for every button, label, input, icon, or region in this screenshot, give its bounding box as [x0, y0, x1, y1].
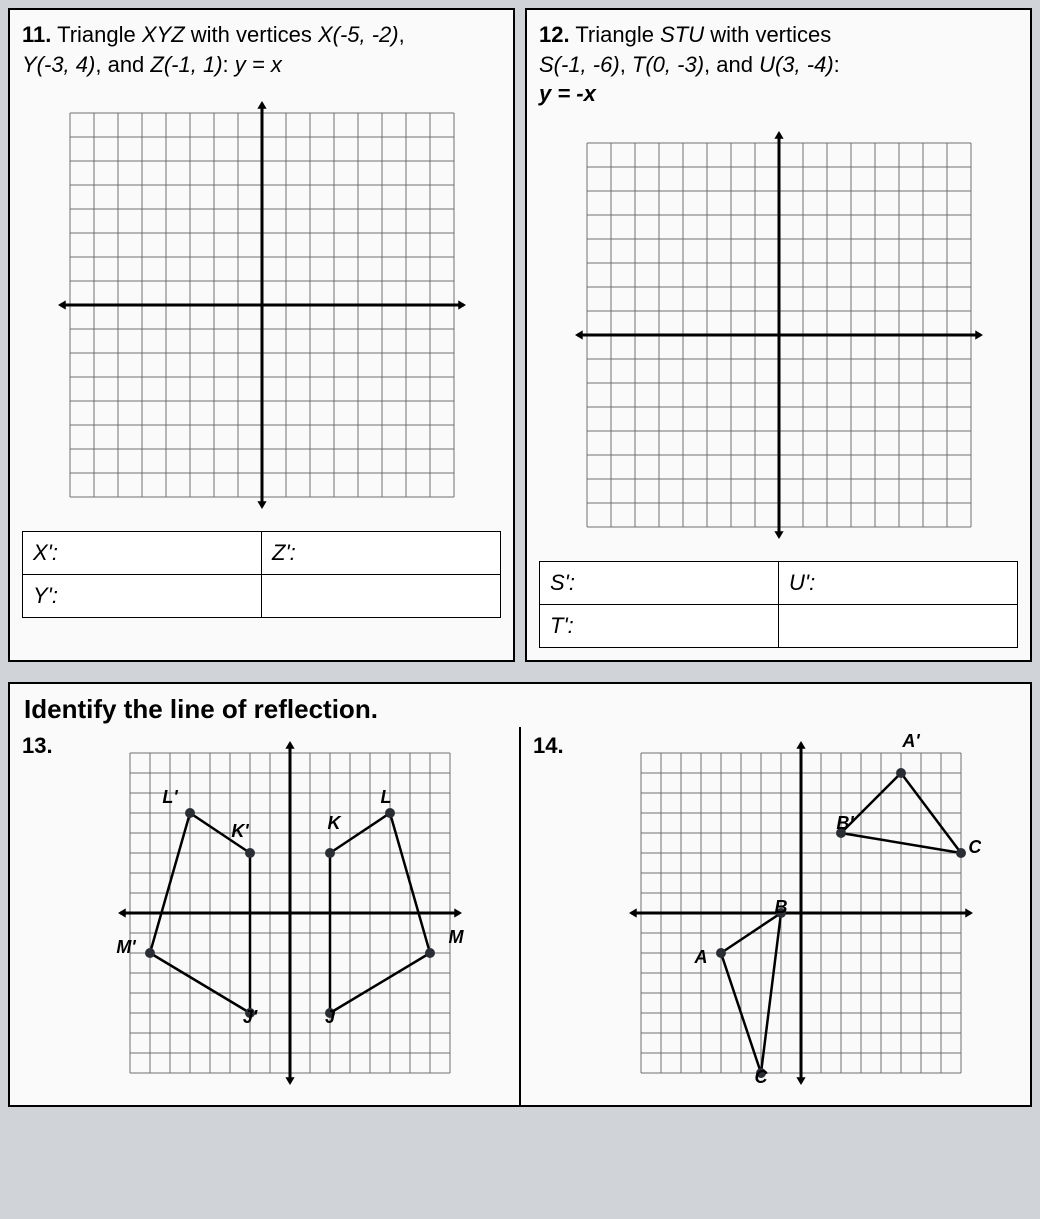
vertex-x: X(-5, -2)	[318, 22, 399, 47]
answer-blank[interactable]	[779, 605, 1018, 648]
problem-12: 12. Triangle STU with vertices S(-1, -6)…	[525, 8, 1032, 662]
answer-u[interactable]: U':	[779, 562, 1018, 605]
grid-14: A' B' C' B A C	[583, 733, 1018, 1093]
svg-text:B': B'	[836, 813, 854, 833]
prompt-12: 12. Triangle STU with vertices S(-1, -6)…	[539, 20, 1018, 109]
svg-text:B: B	[774, 897, 787, 917]
svg-text:C: C	[754, 1067, 768, 1087]
problem-14: 14. A' B' C' B A C	[521, 727, 1032, 1107]
number: 13.	[22, 733, 62, 759]
svg-text:J': J'	[242, 1007, 257, 1027]
answer-s[interactable]: S':	[540, 562, 779, 605]
grid-13: L' K' L K M' M J' J	[72, 733, 507, 1093]
vertex-t: T(0, -3)	[632, 52, 704, 77]
vertex-u: U(3, -4)	[759, 52, 834, 77]
svg-text:A: A	[693, 947, 707, 967]
problem-11: 11. Triangle XYZ with vertices X(-5, -2)…	[8, 8, 515, 662]
grid-11	[22, 93, 501, 517]
triangle-name: XYZ	[142, 22, 185, 47]
svg-text:K': K'	[231, 821, 249, 841]
number: 11.	[22, 22, 51, 47]
svg-text:L': L'	[162, 787, 178, 807]
vertex-s: S(-1, -6)	[539, 52, 620, 77]
svg-text:M: M	[448, 927, 464, 947]
problem-13: 13. L' K' L K M' M J' J	[8, 727, 521, 1107]
equation: y = x	[235, 52, 282, 77]
number: 12.	[539, 22, 570, 47]
section-header: Identify the line of reflection.	[8, 682, 1032, 727]
grid-12	[539, 123, 1018, 547]
svg-text:A': A'	[901, 733, 920, 751]
equation: y = -x	[539, 81, 596, 106]
triangle-name: STU	[660, 22, 704, 47]
answer-x[interactable]: X':	[23, 532, 262, 575]
answer-t[interactable]: T':	[540, 605, 779, 648]
svg-text:J: J	[324, 1007, 335, 1027]
answers-11: X': Z': Y':	[22, 531, 501, 618]
answer-y[interactable]: Y':	[23, 575, 262, 618]
prompt-11: 11. Triangle XYZ with vertices X(-5, -2)…	[22, 20, 501, 79]
text: Triangle	[57, 22, 142, 47]
vertex-z: Z(-1, 1)	[150, 52, 222, 77]
vertex-y: Y(-3, 4)	[22, 52, 95, 77]
svg-text:K: K	[327, 813, 342, 833]
answers-12: S': U': T':	[539, 561, 1018, 648]
svg-text:M': M'	[116, 937, 136, 957]
answer-blank[interactable]	[262, 575, 501, 618]
answer-z[interactable]: Z':	[262, 532, 501, 575]
svg-text:C': C'	[968, 837, 981, 857]
svg-text:L: L	[380, 787, 391, 807]
number: 14.	[533, 733, 573, 759]
